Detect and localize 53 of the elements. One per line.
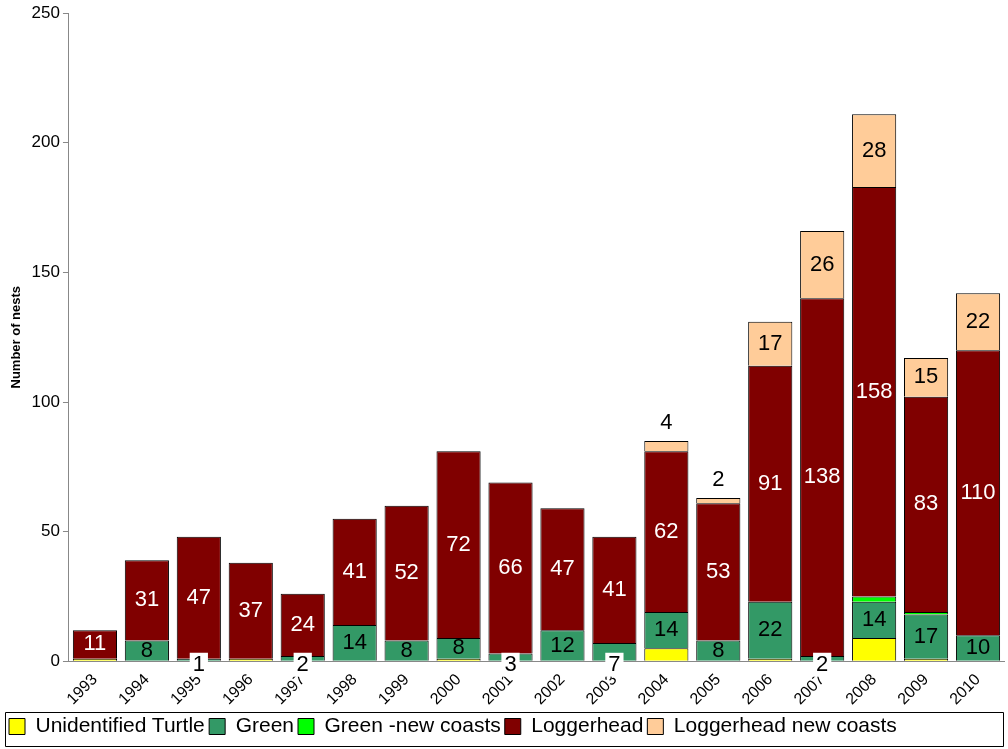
y-axis-title: Number of nests: [8, 285, 24, 389]
data-label: 2: [816, 650, 829, 676]
data-label: 17: [913, 622, 939, 648]
legend-label: Unidentified Turtle: [35, 713, 205, 737]
data-label: 2: [296, 650, 309, 676]
y-tick-label: 150: [31, 262, 60, 282]
legend-label: Green -new coasts: [324, 713, 501, 737]
data-label: 10: [965, 634, 991, 660]
y-tick-label: 50: [41, 521, 60, 541]
data-label: 28: [861, 136, 887, 162]
data-label: 8: [712, 636, 725, 662]
data-label: 24: [290, 611, 315, 637]
data-label: 158: [855, 377, 893, 403]
y-tick-label: 100: [31, 391, 60, 411]
data-label: 47: [550, 555, 575, 581]
data-label: 72: [446, 530, 471, 556]
data-label: 11: [83, 630, 107, 656]
data-label: 138: [803, 463, 841, 489]
data-label: 7: [608, 650, 621, 676]
data-label: 8: [400, 636, 413, 662]
legend-label: Loggerhead: [531, 713, 644, 737]
data-label: 83: [913, 490, 939, 516]
y-tick-label: 0: [50, 650, 60, 670]
data-label: 14: [654, 616, 679, 642]
data-label: 110: [960, 478, 996, 504]
y-tick-label: 250: [31, 2, 60, 22]
data-label: 2: [712, 466, 725, 492]
data-label: 17: [758, 329, 783, 355]
legend-label: Green: [235, 713, 295, 737]
y-tick-label: 200: [31, 132, 60, 152]
data-label: 91: [758, 469, 783, 495]
data-label: 14: [861, 605, 887, 631]
data-label: 22: [965, 307, 991, 333]
data-label: 41: [602, 576, 627, 602]
data-label: 52: [394, 559, 419, 585]
data-label: 4: [660, 408, 673, 434]
data-label: 66: [498, 554, 523, 579]
data-label: 14: [342, 628, 367, 654]
data-label: 8: [452, 634, 465, 660]
data-label: 15: [913, 363, 939, 389]
data-label: 37: [238, 596, 264, 622]
data-label: 47: [186, 583, 212, 609]
data-label: 3: [504, 650, 517, 676]
data-label: 31: [134, 586, 160, 612]
data-label: 22: [758, 616, 783, 642]
legend-label: Loggerhead new coasts: [673, 713, 897, 737]
data-label: 62: [654, 517, 679, 543]
data-label: 8: [140, 636, 154, 662]
data-label: 12: [550, 631, 575, 657]
data-label: 26: [809, 250, 835, 276]
data-label: 53: [706, 557, 731, 583]
data-label: 41: [342, 557, 367, 583]
data-label: 1: [192, 650, 205, 676]
